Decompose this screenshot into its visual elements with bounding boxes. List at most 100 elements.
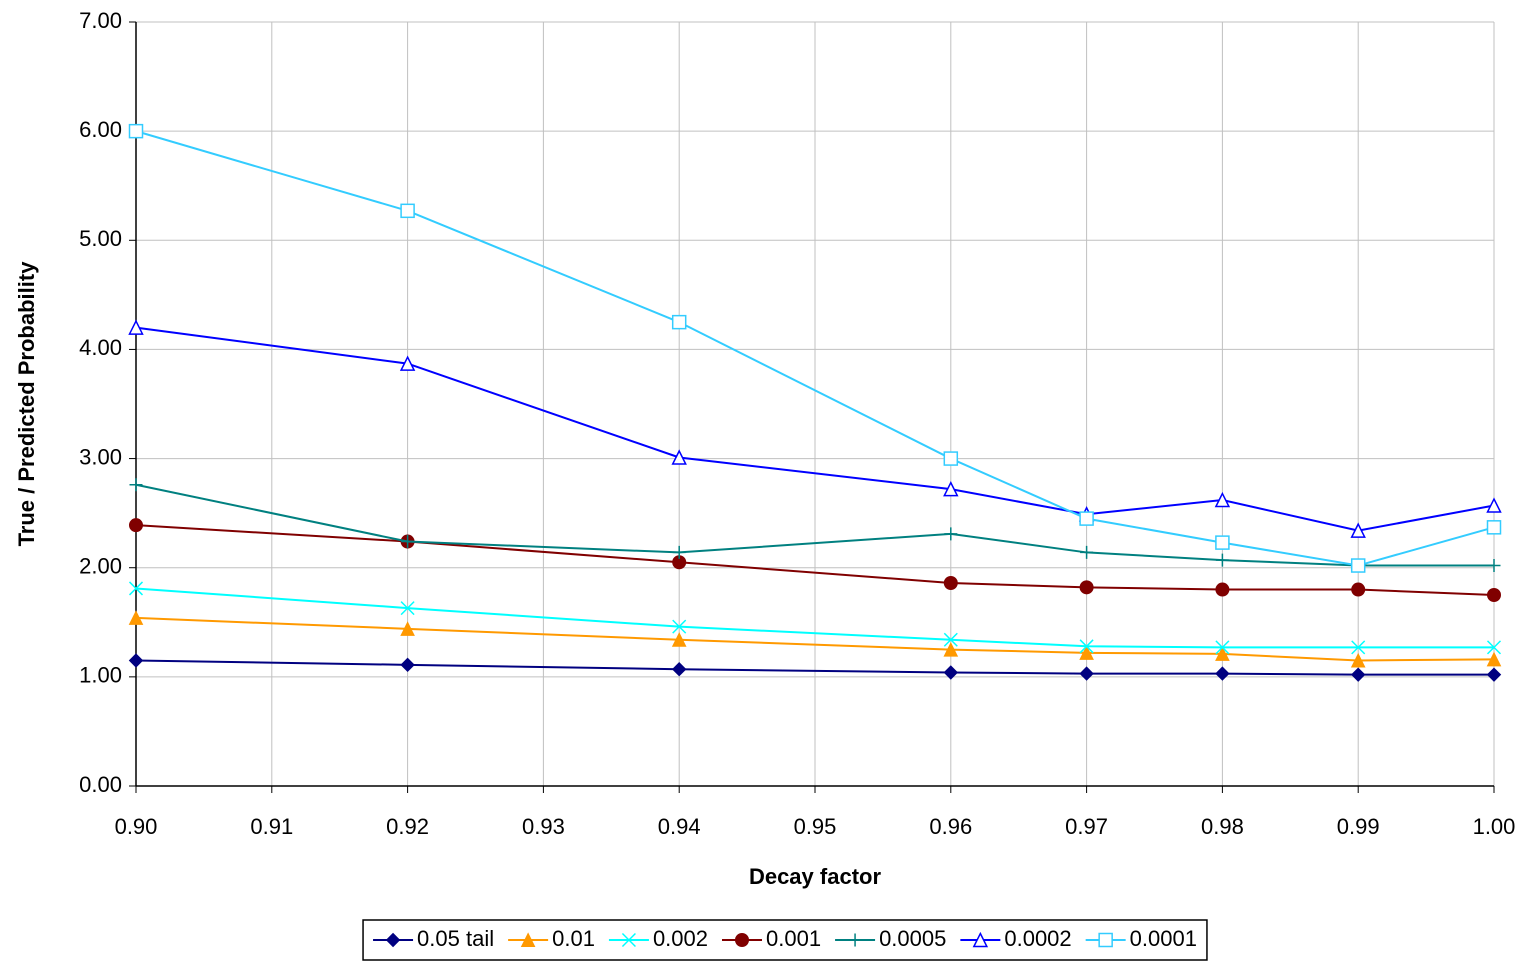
y-tick-label: 1.00	[79, 663, 122, 688]
x-tick-label: 0.98	[1201, 814, 1244, 839]
marker	[1215, 582, 1230, 597]
marker	[400, 203, 415, 219]
y-tick-label: 7.00	[79, 8, 122, 33]
y-tick-label: 0.00	[79, 772, 122, 797]
legend-item: 0.05 tail	[373, 926, 494, 951]
marker	[1079, 639, 1094, 654]
marker	[128, 653, 144, 668]
marker	[671, 632, 687, 647]
marker	[943, 632, 958, 647]
marker	[400, 657, 415, 673]
marker	[1079, 580, 1094, 595]
series-line	[135, 326, 1495, 532]
series-line	[135, 659, 1494, 676]
marker	[1350, 522, 1366, 538]
marker	[399, 355, 416, 371]
legend-label: 0.0001	[1130, 926, 1197, 951]
x-tick-label: 0.97	[1065, 814, 1108, 839]
x-tick-label: 1.00	[1473, 814, 1516, 839]
marker	[943, 641, 959, 657]
marker	[1214, 491, 1231, 508]
marker	[400, 601, 415, 616]
marker	[943, 480, 959, 497]
marker	[1486, 520, 1502, 535]
x-tick-label: 0.95	[794, 814, 837, 839]
marker	[1215, 640, 1230, 655]
marker	[1079, 645, 1094, 660]
marker	[401, 535, 415, 549]
marker	[1350, 652, 1366, 668]
marker	[1098, 932, 1113, 948]
marker	[385, 932, 401, 948]
marker	[1215, 666, 1230, 681]
marker	[943, 451, 959, 466]
marker	[128, 581, 144, 596]
series-line	[135, 483, 1494, 567]
legend-label: 0.05 tail	[417, 926, 494, 951]
marker	[1215, 553, 1229, 567]
series-line	[135, 616, 1495, 662]
legend-label: 0.0005	[879, 926, 946, 951]
marker	[671, 314, 687, 330]
marker	[1486, 497, 1502, 513]
marker	[672, 619, 687, 634]
marker	[1079, 511, 1094, 526]
marker	[972, 931, 989, 948]
marker	[129, 478, 143, 492]
y-tick-label: 4.00	[79, 335, 122, 360]
marker	[1350, 558, 1366, 573]
marker	[128, 123, 144, 139]
marker	[671, 662, 687, 677]
marker	[848, 933, 862, 947]
legend-item: 0.0005	[835, 926, 946, 951]
y-tick-label: 3.00	[79, 444, 122, 469]
x-tick-label: 0.93	[522, 814, 565, 839]
marker	[1487, 559, 1501, 573]
legend-item: 0.0002	[960, 926, 1072, 951]
marker	[1486, 651, 1502, 667]
legend-label: 0.01	[552, 926, 595, 951]
x-tick-label: 0.96	[929, 814, 972, 839]
marker	[128, 610, 144, 625]
x-axis-label: Decay factor	[749, 864, 882, 889]
legend: 0.05 tail 0.01 0.002 0.001 0.0005 0.0002 0.000…	[362, 919, 1208, 961]
x-tick-label: 0.92	[386, 814, 429, 839]
marker	[1215, 646, 1230, 661]
x-tick-label: 0.90	[115, 814, 158, 839]
marker	[943, 665, 959, 680]
legend-item: 0.01	[508, 926, 595, 951]
x-tick-label: 0.94	[658, 814, 701, 839]
legend-item: 0.002	[608, 926, 708, 951]
y-tick-label: 6.00	[79, 117, 122, 142]
legend-label: 0.001	[766, 926, 821, 951]
marker	[1351, 640, 1366, 655]
legend-label: 0.0002	[1004, 926, 1071, 951]
x-tick-label: 0.91	[250, 814, 293, 839]
series-line	[135, 524, 1495, 596]
marker	[400, 621, 415, 636]
marker	[1486, 640, 1502, 655]
marker	[1079, 666, 1094, 681]
marker	[735, 933, 749, 947]
marker	[129, 518, 143, 533]
y-tick-label: 5.00	[79, 226, 122, 251]
marker	[1350, 667, 1366, 682]
marker	[944, 527, 958, 541]
marker	[520, 932, 536, 947]
marker	[1080, 545, 1094, 559]
legend-item: 0.0001	[1085, 926, 1197, 951]
marker	[1351, 582, 1366, 597]
marker	[671, 449, 687, 465]
marker	[128, 319, 144, 335]
y-axis-label: True / Predicted Probability	[14, 261, 39, 547]
marker	[1487, 588, 1501, 602]
marker	[1486, 667, 1502, 682]
legend-label: 0.002	[653, 926, 708, 951]
legend-box	[362, 919, 1208, 961]
y-tick-label: 2.00	[79, 554, 122, 579]
marker	[943, 575, 958, 590]
series-line	[135, 130, 1495, 567]
legend-item: 0.001	[722, 926, 821, 951]
